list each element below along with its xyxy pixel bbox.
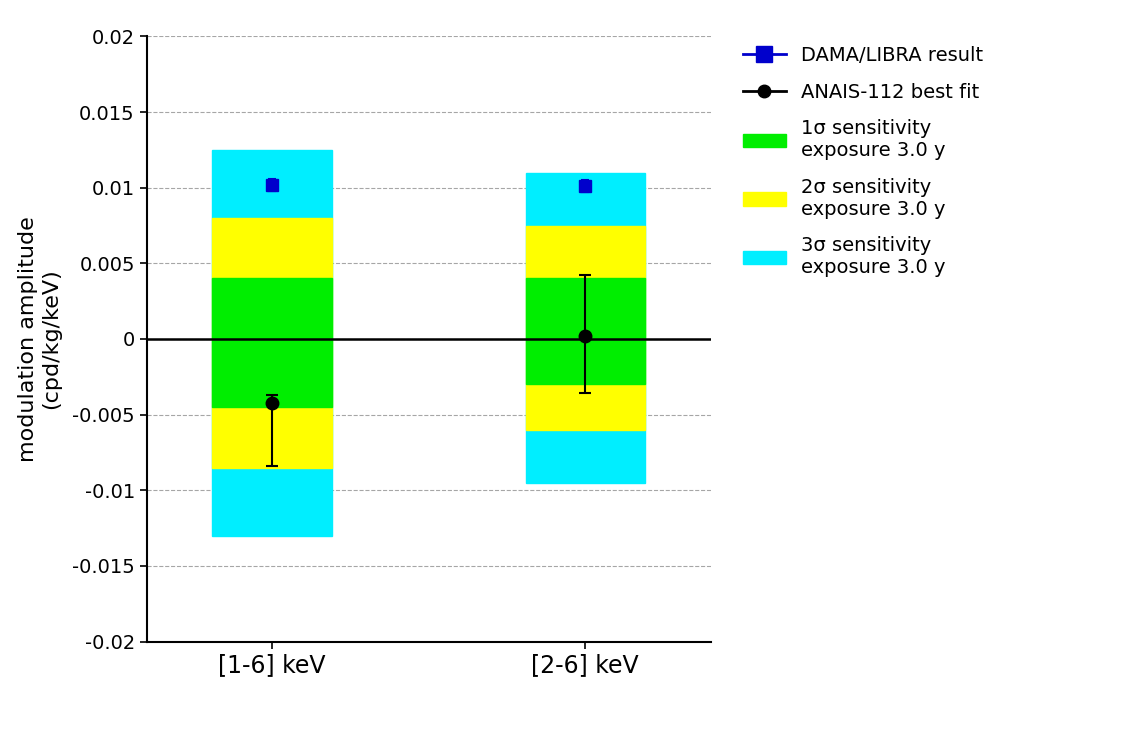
Bar xyxy=(212,278,332,407)
Bar xyxy=(526,225,645,430)
Bar xyxy=(526,278,645,384)
Bar xyxy=(526,173,645,483)
Bar xyxy=(212,150,332,536)
Bar xyxy=(212,218,332,467)
Y-axis label: modulation amplitude
(cpd/kg/keV): modulation amplitude (cpd/kg/keV) xyxy=(18,216,61,462)
Legend: DAMA/LIBRA result, ANAIS-112 best fit, 1σ sensitivity
exposure 3.0 y, 2σ sensiti: DAMA/LIBRA result, ANAIS-112 best fit, 1… xyxy=(743,46,984,277)
